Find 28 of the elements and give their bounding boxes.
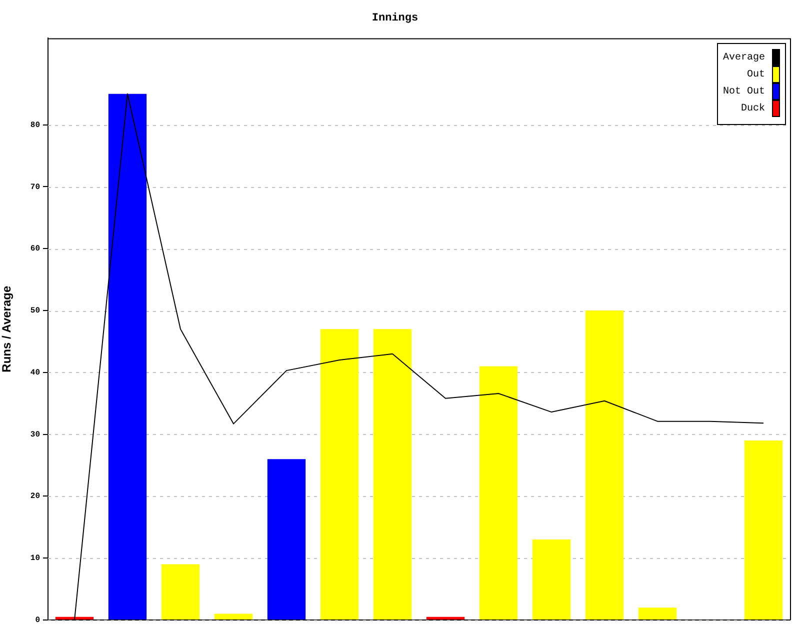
- bar: [585, 310, 624, 620]
- y-tick-label: 10: [30, 554, 40, 564]
- bar: [532, 540, 571, 620]
- legend-label: Out: [746, 70, 766, 81]
- y-axis-title: Runs / Average: [0, 286, 14, 372]
- y-tick-label: 20: [30, 492, 40, 502]
- y-tick-label: 60: [30, 244, 40, 254]
- y-tick-label: 70: [30, 182, 40, 192]
- legend-label: Not Out: [722, 86, 766, 98]
- bar: [638, 608, 677, 620]
- bar: [108, 94, 147, 620]
- bar: [55, 616, 94, 620]
- bar: [267, 459, 306, 620]
- bar: [161, 564, 200, 620]
- bar: [320, 329, 359, 620]
- chart-title: Innings: [372, 12, 418, 24]
- bar: [426, 616, 465, 620]
- bar: [479, 366, 518, 620]
- y-tick-label: 80: [30, 120, 40, 130]
- bar: [373, 329, 412, 620]
- y-tick-label: 40: [30, 368, 40, 378]
- y-tick-label: 0: [35, 616, 40, 626]
- bar: [744, 440, 783, 620]
- legend-label: Duck: [740, 102, 766, 115]
- y-tick-label: 50: [30, 306, 40, 316]
- y-tick-label: 30: [30, 430, 40, 440]
- bar: [214, 614, 253, 620]
- legend-label: Average: [722, 52, 766, 64]
